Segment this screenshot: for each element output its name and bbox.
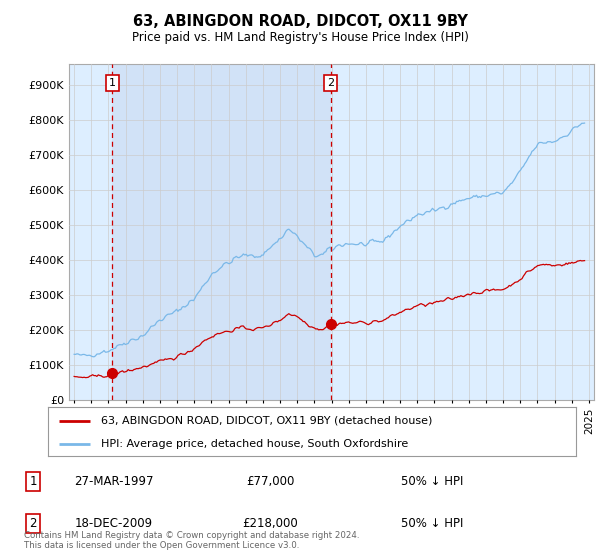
Text: 2: 2 [327,78,334,88]
Text: 50% ↓ HPI: 50% ↓ HPI [401,475,463,488]
Text: £218,000: £218,000 [242,517,298,530]
Text: 27-MAR-1997: 27-MAR-1997 [74,475,154,488]
Text: 63, ABINGDON ROAD, DIDCOT, OX11 9BY (detached house): 63, ABINGDON ROAD, DIDCOT, OX11 9BY (det… [101,416,432,426]
Text: HPI: Average price, detached house, South Oxfordshire: HPI: Average price, detached house, Sout… [101,439,408,449]
Text: 1: 1 [109,78,116,88]
Text: 1: 1 [29,475,37,488]
Text: 2: 2 [29,517,37,530]
Bar [112,64,331,400]
Text: Price paid vs. HM Land Registry's House Price Index (HPI): Price paid vs. HM Land Registry's House … [131,31,469,44]
Text: 63, ABINGDON ROAD, DIDCOT, OX11 9BY: 63, ABINGDON ROAD, DIDCOT, OX11 9BY [133,14,467,29]
Text: 18-DEC-2009: 18-DEC-2009 [75,517,153,530]
Text: £77,000: £77,000 [246,475,294,488]
Text: Contains HM Land Registry data © Crown copyright and database right 2024.
This d: Contains HM Land Registry data © Crown c… [24,531,359,550]
Text: 50% ↓ HPI: 50% ↓ HPI [401,517,463,530]
